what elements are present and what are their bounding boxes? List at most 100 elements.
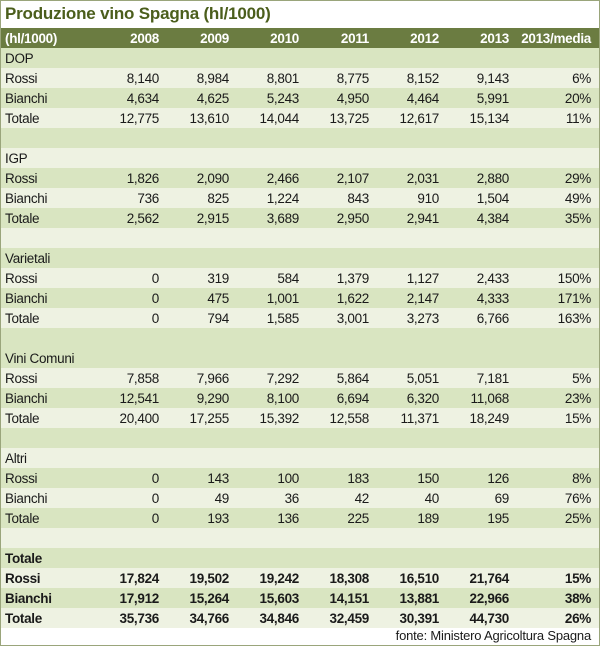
value-cell: 193 bbox=[167, 508, 237, 528]
value-cell: 15,603 bbox=[237, 588, 307, 608]
value-cell: 5,243 bbox=[237, 88, 307, 108]
value-cell: 18,308 bbox=[307, 568, 377, 588]
value-cell: 69 bbox=[447, 488, 517, 508]
section-label: Varietali bbox=[1, 248, 599, 268]
value-cell: 825 bbox=[167, 188, 237, 208]
table-row: Bianchi 12,541 9,290 8,100 6,694 6,320 11,068 2… bbox=[1, 388, 599, 408]
value-cell: 8,801 bbox=[237, 68, 307, 88]
media-percent-cell: 20% bbox=[517, 88, 599, 108]
table-row: Bianchi 0 475 1,001 1,622 2,147 4,333 171% bbox=[1, 288, 599, 308]
value-cell: 2,562 bbox=[97, 208, 167, 228]
section-label: IGP bbox=[1, 148, 599, 168]
spacer-row bbox=[1, 128, 599, 148]
row-label: Bianchi bbox=[1, 288, 97, 308]
table-row: Rossi 0 143 100 183 150 126 8% bbox=[1, 468, 599, 488]
media-percent-cell: 35% bbox=[517, 208, 599, 228]
media-percent-cell: 49% bbox=[517, 188, 599, 208]
media-percent-cell: 15% bbox=[517, 408, 599, 428]
value-cell: 4,950 bbox=[307, 88, 377, 108]
corner-header-cell: (hl/1000) bbox=[1, 28, 97, 48]
value-cell: 183 bbox=[307, 468, 377, 488]
row-label: Bianchi bbox=[1, 188, 97, 208]
value-cell: 8,984 bbox=[167, 68, 237, 88]
value-cell: 0 bbox=[97, 308, 167, 328]
value-cell: 9,290 bbox=[167, 388, 237, 408]
row-label: Rossi bbox=[1, 68, 97, 88]
value-cell: 794 bbox=[167, 308, 237, 328]
value-cell: 14,151 bbox=[307, 588, 377, 608]
column-header: 2009 bbox=[167, 28, 237, 48]
table-row: Bianchi 4,634 4,625 5,243 4,950 4,464 5,991 20% bbox=[1, 88, 599, 108]
value-cell: 6,320 bbox=[377, 388, 447, 408]
value-cell: 5,864 bbox=[307, 368, 377, 388]
spacer-row bbox=[1, 328, 599, 348]
table-row: Bianchi 736 825 1,224 843 910 1,504 49% bbox=[1, 188, 599, 208]
value-cell: 14,044 bbox=[237, 108, 307, 128]
value-cell: 2,147 bbox=[377, 288, 447, 308]
value-cell: 3,001 bbox=[307, 308, 377, 328]
value-cell: 150 bbox=[377, 468, 447, 488]
row-label: Bianchi bbox=[1, 488, 97, 508]
value-cell: 3,689 bbox=[237, 208, 307, 228]
value-cell: 17,912 bbox=[97, 588, 167, 608]
value-cell: 16,510 bbox=[377, 568, 447, 588]
table-row: Totale 2,562 2,915 3,689 2,950 2,941 4,384 35% bbox=[1, 208, 599, 228]
spacer-cell bbox=[1, 128, 599, 148]
row-label: Rossi bbox=[1, 368, 97, 388]
value-cell: 35,736 bbox=[97, 608, 167, 628]
value-cell: 9,143 bbox=[447, 68, 517, 88]
value-cell: 1,224 bbox=[237, 188, 307, 208]
value-cell: 4,333 bbox=[447, 288, 517, 308]
spacer-row bbox=[1, 428, 599, 448]
table-row: Bianchi 0 49 36 42 40 69 76% bbox=[1, 488, 599, 508]
value-cell: 11,371 bbox=[377, 408, 447, 428]
value-cell: 189 bbox=[377, 508, 447, 528]
value-cell: 0 bbox=[97, 288, 167, 308]
value-cell: 5,051 bbox=[377, 368, 447, 388]
media-percent-cell: 29% bbox=[517, 168, 599, 188]
row-label: Totale bbox=[1, 308, 97, 328]
column-header: 2010 bbox=[237, 28, 307, 48]
row-label: Rossi bbox=[1, 468, 97, 488]
value-cell: 15,392 bbox=[237, 408, 307, 428]
value-cell: 6,766 bbox=[447, 308, 517, 328]
value-cell: 2,090 bbox=[167, 168, 237, 188]
value-cell: 36 bbox=[237, 488, 307, 508]
media-percent-cell: 76% bbox=[517, 488, 599, 508]
production-table: (hl/1000) 2008 2009 2010 2011 2012 2013 2013/me… bbox=[1, 28, 599, 628]
media-percent-cell: 26% bbox=[517, 608, 599, 628]
value-cell: 5,991 bbox=[447, 88, 517, 108]
value-cell: 1,622 bbox=[307, 288, 377, 308]
value-cell: 8,152 bbox=[377, 68, 447, 88]
value-cell: 12,558 bbox=[307, 408, 377, 428]
value-cell: 20,400 bbox=[97, 408, 167, 428]
section-header-row: IGP bbox=[1, 148, 599, 168]
value-cell: 584 bbox=[237, 268, 307, 288]
value-cell: 0 bbox=[97, 508, 167, 528]
value-cell: 2,915 bbox=[167, 208, 237, 228]
row-label: Totale bbox=[1, 408, 97, 428]
value-cell: 15,264 bbox=[167, 588, 237, 608]
value-cell: 13,610 bbox=[167, 108, 237, 128]
value-cell: 19,502 bbox=[167, 568, 237, 588]
media-percent-cell: 5% bbox=[517, 368, 599, 388]
column-header: 2008 bbox=[97, 28, 167, 48]
media-percent-cell: 150% bbox=[517, 268, 599, 288]
media-percent-cell: 8% bbox=[517, 468, 599, 488]
value-cell: 8,775 bbox=[307, 68, 377, 88]
row-label: Bianchi bbox=[1, 388, 97, 408]
value-cell: 12,775 bbox=[97, 108, 167, 128]
value-cell: 4,464 bbox=[377, 88, 447, 108]
column-header: 2013/media bbox=[517, 28, 599, 48]
row-label: Rossi bbox=[1, 168, 97, 188]
source-note: fonte: Ministero Agricoltura Spagna bbox=[1, 628, 599, 645]
value-cell: 100 bbox=[237, 468, 307, 488]
value-cell: 21,764 bbox=[447, 568, 517, 588]
table-row: Rossi 17,824 19,502 19,242 18,308 16,510 21,76… bbox=[1, 568, 599, 588]
section-header-row: Totale bbox=[1, 548, 599, 568]
row-label: Totale bbox=[1, 608, 97, 628]
table-row: Totale 0 794 1,585 3,001 3,273 6,766 163% bbox=[1, 308, 599, 328]
column-header: 2013 bbox=[447, 28, 517, 48]
value-cell: 1,585 bbox=[237, 308, 307, 328]
section-label: Altri bbox=[1, 448, 599, 468]
